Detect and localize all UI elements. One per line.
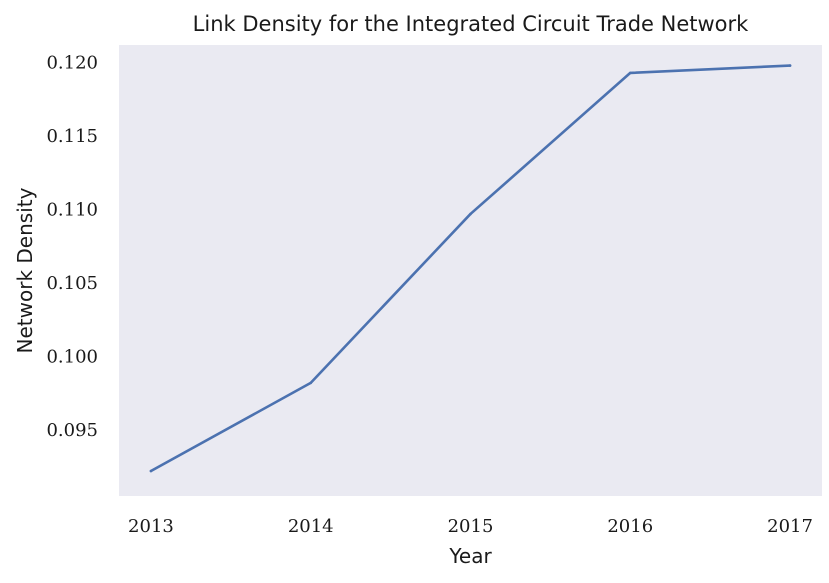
y-tick-label: 0.095: [46, 420, 98, 441]
plot-area: [119, 45, 822, 496]
x-tick-label: 2014: [288, 516, 334, 537]
x-tick-label: 2016: [607, 516, 653, 537]
chart-title: Link Density for the Integrated Circuit …: [193, 12, 749, 36]
y-axis-ticks: 0.095 0.100 0.105 0.110 0.115 0.120: [46, 53, 98, 441]
y-tick-label: 0.120: [46, 53, 98, 74]
data-point: [788, 64, 792, 67]
x-axis-label: Year: [448, 544, 492, 568]
x-axis-ticks: 2013 2014 2015 2016 2017: [128, 516, 813, 537]
series-layer: [149, 64, 792, 473]
y-tick-label: 0.110: [46, 200, 98, 221]
data-point: [469, 212, 472, 216]
data-point: [309, 381, 313, 385]
y-axis-label: Network Density: [13, 187, 37, 353]
data-point: [149, 469, 153, 473]
x-tick-label: 2017: [767, 516, 813, 537]
y-tick-label: 0.100: [46, 346, 98, 367]
y-tick-label: 0.105: [46, 273, 98, 294]
y-tick-label: 0.115: [46, 126, 98, 147]
x-tick-label: 2015: [448, 516, 494, 537]
x-tick-label: 2013: [128, 516, 174, 537]
data-point: [628, 71, 632, 75]
